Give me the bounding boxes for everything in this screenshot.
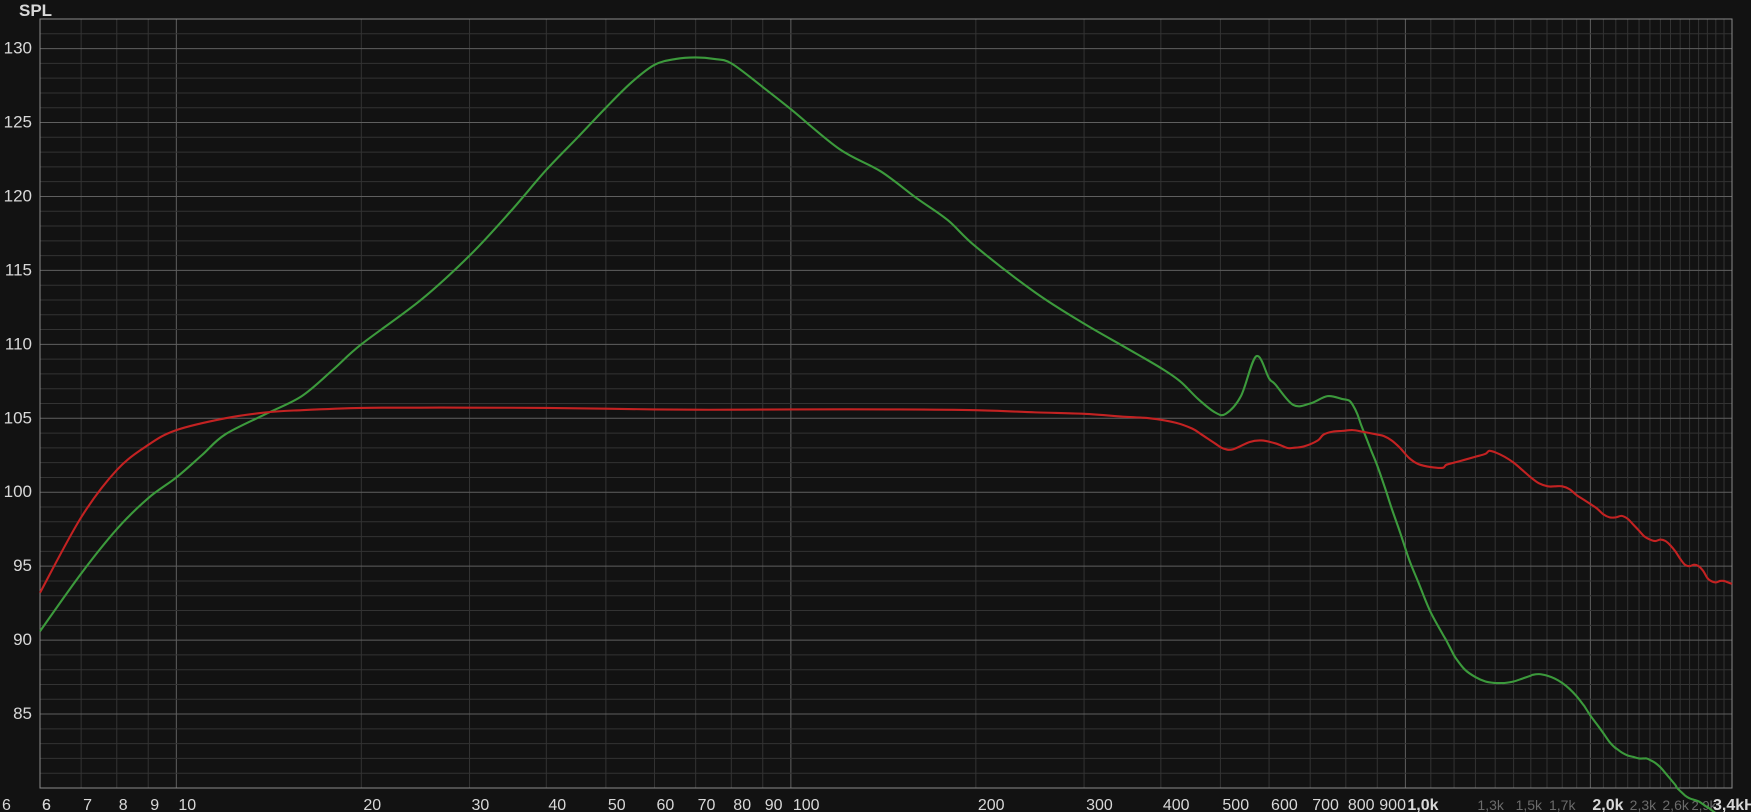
svg-text:70: 70 [698,797,716,812]
svg-text:50: 50 [608,797,626,812]
svg-text:90: 90 [765,797,783,812]
svg-text:9: 9 [150,797,159,812]
svg-text:300: 300 [1086,797,1113,812]
svg-text:1,3k: 1,3k [1477,797,1504,812]
svg-text:80: 80 [733,797,751,812]
svg-text:6: 6 [42,797,51,812]
svg-text:125: 125 [4,113,32,132]
svg-text:110: 110 [5,334,32,353]
svg-text:1,0k: 1,0k [1407,797,1438,812]
svg-text:1,5k: 1,5k [1516,797,1543,812]
svg-text:30: 30 [472,797,490,812]
svg-text:105: 105 [4,408,32,427]
svg-text:2,3k: 2,3k [1630,797,1657,812]
svg-text:8: 8 [119,797,128,812]
svg-text:7: 7 [83,797,92,812]
svg-text:400: 400 [1163,797,1190,812]
svg-text:SPL: SPL [19,1,52,20]
svg-text:130: 130 [4,39,32,58]
svg-text:100: 100 [4,482,32,501]
svg-text:20: 20 [363,797,381,812]
svg-text:85: 85 [13,704,32,723]
svg-text:3,4kHz: 3,4kHz [1713,797,1751,812]
svg-text:115: 115 [5,260,32,279]
svg-text:800: 800 [1348,797,1375,812]
svg-text:2,6k: 2,6k [1662,797,1689,812]
svg-text:10: 10 [178,797,196,812]
svg-text:6: 6 [2,797,11,812]
svg-text:90: 90 [13,630,32,649]
svg-text:95: 95 [13,556,32,575]
svg-text:40: 40 [548,797,566,812]
svg-text:500: 500 [1222,797,1249,812]
svg-text:60: 60 [657,797,675,812]
svg-text:200: 200 [978,797,1005,812]
svg-text:900: 900 [1379,797,1406,812]
svg-text:700: 700 [1312,797,1339,812]
svg-text:120: 120 [4,186,32,205]
svg-text:100: 100 [793,797,820,812]
svg-text:1,7k: 1,7k [1549,797,1576,812]
svg-text:600: 600 [1271,797,1298,812]
svg-text:2,0k: 2,0k [1592,797,1623,812]
